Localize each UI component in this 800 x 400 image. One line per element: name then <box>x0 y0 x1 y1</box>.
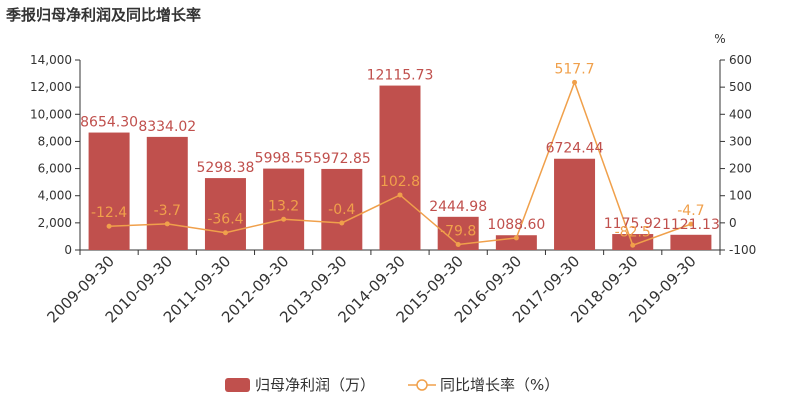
line-data-label: -82.5 <box>615 224 651 240</box>
right-tick-label: 0 <box>729 216 737 230</box>
left-tick-label: 8,000 <box>38 134 72 148</box>
bar[interactable] <box>379 85 421 250</box>
line-point[interactable] <box>688 221 694 227</box>
line-point[interactable] <box>339 220 345 226</box>
bar[interactable] <box>263 168 305 250</box>
right-axis-unit: % <box>714 32 725 46</box>
bar-data-label: 1088.60 <box>487 217 545 233</box>
chart-title: 季报归母净利润及同比增长率 <box>6 6 201 24</box>
line-data-label: -79.8 <box>440 224 476 240</box>
bar[interactable] <box>321 168 363 250</box>
bar[interactable] <box>88 132 130 250</box>
right-tick-label: 200 <box>729 162 752 176</box>
legend-bar-swatch <box>225 378 250 392</box>
bar-data-label: 5998.55 <box>255 151 313 167</box>
bar[interactable] <box>146 136 188 250</box>
left-tick-label: 14,000 <box>30 53 72 67</box>
right-tick-label: 600 <box>729 53 752 67</box>
legend[interactable]: 归母净利润（万） 同比增长率（%） <box>225 376 559 394</box>
bar-data-label: 12115.73 <box>367 68 434 84</box>
line-series <box>106 79 694 248</box>
bar-data-label: 5972.85 <box>313 151 371 167</box>
line-data-label: -3.7 <box>154 203 181 219</box>
left-tick-label: 4,000 <box>38 189 72 203</box>
left-tick-label: 12,000 <box>30 80 72 94</box>
bar[interactable] <box>670 234 712 250</box>
bar-data-label: 5298.38 <box>197 160 255 176</box>
line-data-label: 517.7 <box>554 61 594 77</box>
line-data-label: -12.4 <box>91 205 127 221</box>
bar-series <box>88 85 712 250</box>
left-tick-label: 2,000 <box>38 216 72 230</box>
legend-line-marker <box>416 379 428 391</box>
legend-bar-label: 归母净利润（万） <box>255 376 375 394</box>
line-point[interactable] <box>106 223 112 229</box>
right-tick-label: 500 <box>729 80 752 94</box>
bar[interactable] <box>204 178 246 250</box>
right-tick-label: 400 <box>729 107 752 121</box>
line-point[interactable] <box>281 216 287 222</box>
right-tick-label: -100 <box>729 243 756 257</box>
bar-data-label: 8334.02 <box>138 119 196 135</box>
line-point[interactable] <box>572 79 578 85</box>
legend-line-label: 同比增长率（%） <box>440 376 559 394</box>
line-data-label: -0.4 <box>328 202 355 218</box>
left-tick-label: 10,000 <box>30 107 72 121</box>
line-point[interactable] <box>397 192 403 198</box>
line-point[interactable] <box>630 242 636 248</box>
bar[interactable] <box>612 234 654 250</box>
bar-data-label: 6724.44 <box>546 141 604 157</box>
bar-data-label: 1175.92 <box>604 216 662 232</box>
bar-data-label: 2444.98 <box>429 199 487 215</box>
line-point[interactable] <box>513 235 519 241</box>
bar-data-label: 1121.13 <box>662 217 720 233</box>
line-data-label: 102.8 <box>380 174 420 190</box>
line-point[interactable] <box>164 221 170 227</box>
line-point[interactable] <box>455 242 461 248</box>
bar-data-label: 8654.30 <box>80 115 138 131</box>
line-point[interactable] <box>222 230 228 236</box>
line-data-label: -4.7 <box>677 203 704 219</box>
line-data-label: 13.2 <box>268 198 299 214</box>
right-tick-label: 100 <box>729 189 752 203</box>
right-tick-label: 300 <box>729 134 752 148</box>
bar[interactable] <box>554 158 596 250</box>
line-data-label: -36.4 <box>207 212 243 228</box>
left-tick-label: 0 <box>64 243 72 257</box>
left-tick-label: 6,000 <box>38 162 72 176</box>
